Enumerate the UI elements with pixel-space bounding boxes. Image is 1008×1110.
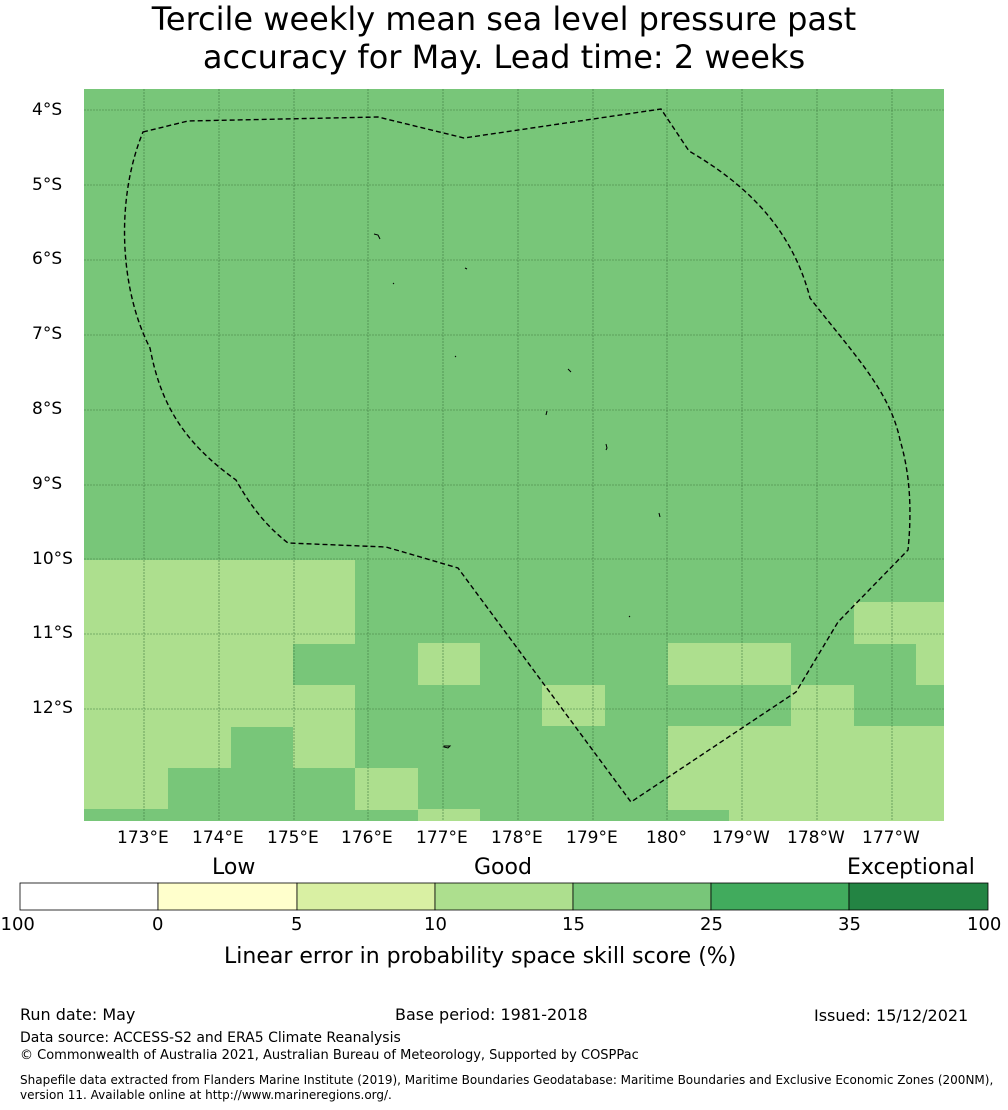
data-source: Data source: ACCESS-S2 and ERA5 Climate … [20, 1030, 401, 1046]
lat-label-6s: 6°S [32, 249, 63, 269]
map-title: Tercile weekly mean sea level pressure p… [0, 0, 1008, 76]
skill-cell [168, 560, 355, 602]
skill-cell [791, 685, 854, 726]
skill-map [84, 89, 944, 821]
colorbar-tick-0: 0 [152, 914, 164, 935]
colorbar-tick-10: 10 [424, 914, 447, 935]
lat-label-9s: 9°S [32, 474, 63, 494]
skill-cell [84, 560, 168, 602]
lon-label-175e: 175°E [267, 828, 319, 848]
lat-label-10s: 10°S [32, 549, 73, 569]
colorbar-tick-15: 15 [562, 914, 585, 935]
skill-cell [916, 643, 944, 685]
lon-label-178w: 178°W [787, 828, 845, 848]
eez-boundary [123, 108, 911, 803]
skill-cell [293, 685, 355, 727]
colorbar-tick-35: 35 [838, 914, 861, 935]
skill-cell [84, 643, 293, 685]
colorbar-segment [434, 882, 574, 911]
skill-cell [729, 809, 944, 821]
colorbar-segment [19, 882, 159, 911]
lat-label-4s: 4°S [32, 100, 63, 120]
lon-label-180: 180° [646, 828, 687, 848]
colorbar-segment [157, 882, 298, 911]
lat-label-11s: 11°S [32, 623, 73, 643]
lat-label-12s: 12°S [32, 698, 73, 718]
colorbar-tick-100: 100 [967, 914, 1002, 935]
skill-cell [84, 685, 293, 727]
colorbar-segment [572, 882, 712, 911]
skill-cells [84, 89, 944, 821]
lon-label-179e: 179°E [566, 828, 618, 848]
base-period: Base period: 1981-2018 [395, 1005, 588, 1024]
colorbar-tick-5: 5 [291, 914, 303, 935]
skill-cell [84, 726, 231, 768]
lat-label-5s: 5°S [32, 175, 63, 195]
lon-label-177e: 177°E [416, 828, 468, 848]
skill-cell [854, 602, 944, 644]
shapefile-credit-line-1: Shapefile data extracted from Flanders M… [20, 1073, 994, 1087]
skill-cell [418, 643, 480, 685]
shapefile-credit-line-2: version 11. Available online at http://w… [20, 1088, 392, 1102]
skill-cell [293, 726, 355, 768]
skill-cell [668, 726, 944, 768]
colorbar-segment [710, 882, 850, 911]
colorbar-label: Linear error in probability space skill … [224, 944, 737, 969]
skill-cell [668, 768, 944, 810]
colorbar-segment [296, 882, 436, 911]
lat-label-7s: 7°S [32, 324, 63, 344]
lon-label-178e: 178°E [491, 828, 543, 848]
islands [373, 233, 661, 749]
skill-cell [84, 768, 168, 809]
title-line-2: accuracy for May. Lead time: 2 weeks [202, 38, 806, 76]
category-low: Low [212, 855, 256, 880]
lon-label-173e: 173°E [117, 828, 169, 848]
title-line-1: Tercile weekly mean sea level pressure p… [151, 0, 857, 38]
skill-cell [84, 602, 355, 644]
skill-cell [418, 809, 480, 821]
run-date: Run date: May [20, 1005, 136, 1024]
lon-label-176e: 176°E [341, 828, 393, 848]
lon-label-174e: 174°E [192, 828, 244, 848]
graticule-lines [84, 89, 944, 821]
colorbar-segments [19, 882, 989, 911]
copyright: © Commonwealth of Australia 2021, Austra… [20, 1048, 639, 1063]
colorbar-segment [848, 882, 989, 911]
category-good: Good [474, 855, 532, 880]
lon-label-179w: 179°W [712, 828, 770, 848]
skill-cell [668, 643, 791, 685]
skill-cell [542, 685, 605, 726]
issued-date: Issued: 15/12/2021 [814, 1006, 969, 1025]
colorbar-tick--100: -100 [0, 914, 35, 935]
category-exceptional: Exceptional [847, 855, 975, 880]
lat-label-8s: 8°S [32, 399, 63, 419]
colorbar-tick-25: 25 [700, 914, 723, 935]
lon-label-177w: 177°W [862, 828, 920, 848]
colorbar [19, 882, 989, 911]
skill-cell [355, 768, 418, 810]
